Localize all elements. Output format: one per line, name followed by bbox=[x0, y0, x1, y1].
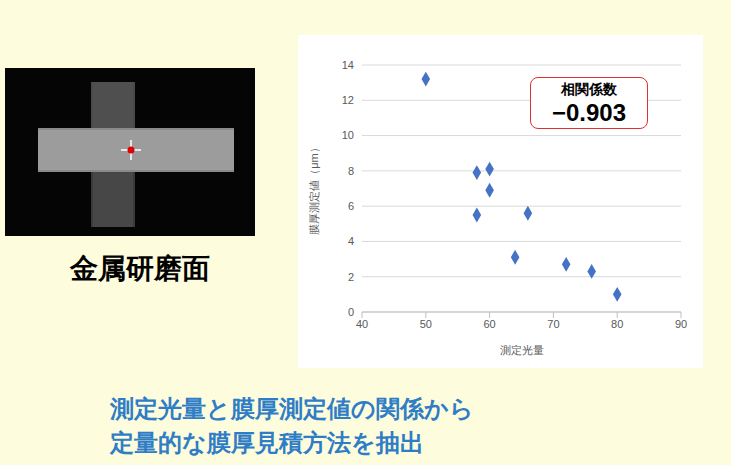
svg-text:10: 10 bbox=[342, 129, 354, 141]
svg-text:90: 90 bbox=[675, 318, 687, 330]
svg-text:2: 2 bbox=[348, 271, 354, 283]
svg-text:60: 60 bbox=[483, 318, 495, 330]
svg-text:6: 6 bbox=[348, 200, 354, 212]
svg-text:0: 0 bbox=[348, 306, 354, 318]
svg-text:80: 80 bbox=[611, 318, 623, 330]
svg-text:4: 4 bbox=[348, 235, 354, 247]
svg-text:40: 40 bbox=[356, 318, 368, 330]
html-text:相関係数: 相関係数 bbox=[561, 81, 617, 97]
svg-text:14: 14 bbox=[342, 59, 354, 71]
html-text:定量的な膜厚見積方法を抽出: 定量的な膜厚見積方法を抽出 bbox=[110, 429, 424, 456]
html-text:金属研磨面: 金属研磨面 bbox=[70, 253, 210, 284]
svg-text:50: 50 bbox=[420, 318, 432, 330]
svg-text:8: 8 bbox=[348, 165, 354, 177]
html-text:−0.903: −0.903 bbox=[552, 99, 626, 126]
svg-text:測定光量: 測定光量 bbox=[500, 344, 544, 356]
html-text:測定光量と膜厚測定値の関係から: 測定光量と膜厚測定値の関係から bbox=[110, 395, 474, 422]
svg-text:12: 12 bbox=[342, 94, 354, 106]
svg-text:膜厚測定値（μm）: 膜厚測定値（μm） bbox=[308, 142, 320, 235]
svg-text:70: 70 bbox=[547, 318, 559, 330]
